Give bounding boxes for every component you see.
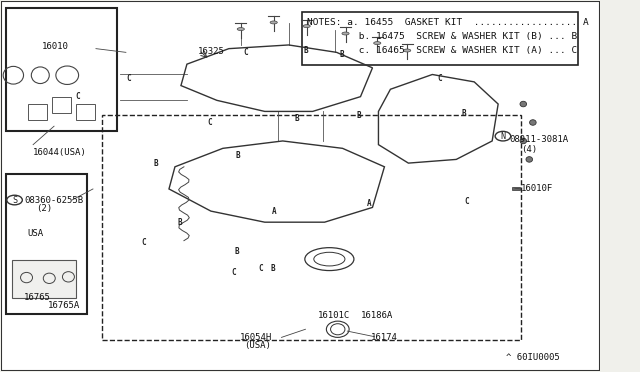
Text: C: C: [465, 198, 469, 206]
Ellipse shape: [520, 138, 527, 144]
Text: ^ 60IU0005: ^ 60IU0005: [506, 353, 560, 362]
Text: 16010: 16010: [42, 42, 69, 51]
Text: B: B: [177, 218, 182, 227]
Text: 16765: 16765: [24, 294, 51, 302]
Text: (USA): (USA): [244, 341, 271, 350]
Ellipse shape: [374, 42, 381, 45]
Bar: [512, 187, 520, 190]
Ellipse shape: [342, 32, 349, 35]
Bar: [28, 104, 47, 120]
Text: NOTES: a. 16455  GASKET KIT  .................. A: NOTES: a. 16455 GASKET KIT .............…: [307, 18, 588, 27]
Text: USA: USA: [27, 229, 44, 238]
Ellipse shape: [303, 25, 310, 28]
Bar: [12, 260, 76, 298]
Text: 16054H: 16054H: [239, 333, 272, 342]
Text: 16325: 16325: [198, 47, 225, 56]
Text: C: C: [231, 267, 236, 276]
Ellipse shape: [529, 120, 536, 125]
Ellipse shape: [270, 21, 277, 24]
Text: A: A: [367, 199, 372, 208]
Bar: [303, 13, 578, 65]
Text: c. 16465  SCREW & WASHER KIT (A) ... C: c. 16465 SCREW & WASHER KIT (A) ... C: [307, 46, 577, 55]
Text: C: C: [141, 238, 146, 247]
Text: A: A: [271, 206, 276, 216]
Text: 16101C: 16101C: [317, 311, 349, 320]
Text: C: C: [438, 74, 442, 83]
Text: 16010F: 16010F: [521, 185, 553, 193]
Ellipse shape: [520, 101, 527, 107]
Text: B: B: [357, 110, 362, 120]
Ellipse shape: [237, 28, 244, 31]
Text: B: B: [294, 114, 299, 123]
Ellipse shape: [404, 49, 411, 52]
Bar: [52, 97, 71, 113]
Text: C: C: [76, 92, 80, 101]
Text: C: C: [207, 118, 212, 127]
Text: 16186A: 16186A: [360, 311, 393, 320]
Text: B: B: [339, 50, 344, 59]
Text: 16765A: 16765A: [48, 301, 81, 310]
Text: S: S: [12, 196, 17, 205]
Text: B: B: [270, 264, 275, 273]
Text: 16044(USA): 16044(USA): [33, 148, 86, 157]
Text: B: B: [461, 109, 467, 118]
Bar: [76, 104, 95, 120]
Text: B: B: [154, 158, 158, 168]
Text: B: B: [303, 46, 308, 55]
Bar: [6, 174, 87, 314]
Text: (2): (2): [36, 204, 52, 214]
Text: N: N: [500, 132, 506, 141]
Ellipse shape: [526, 157, 532, 162]
Text: C: C: [243, 48, 248, 57]
Text: 16174: 16174: [371, 333, 398, 342]
Text: 08911-3081A: 08911-3081A: [509, 135, 568, 144]
Text: C: C: [258, 264, 263, 273]
Bar: [6, 8, 117, 131]
Text: B: B: [236, 151, 240, 160]
Bar: [102, 115, 521, 340]
Text: B: B: [234, 247, 239, 256]
Text: b. 16475  SCREW & WASHER KIT (B) ... B: b. 16475 SCREW & WASHER KIT (B) ... B: [307, 32, 577, 41]
Text: C: C: [127, 74, 131, 83]
Text: (4): (4): [521, 145, 537, 154]
Text: 08360-6255B: 08360-6255B: [24, 196, 83, 205]
